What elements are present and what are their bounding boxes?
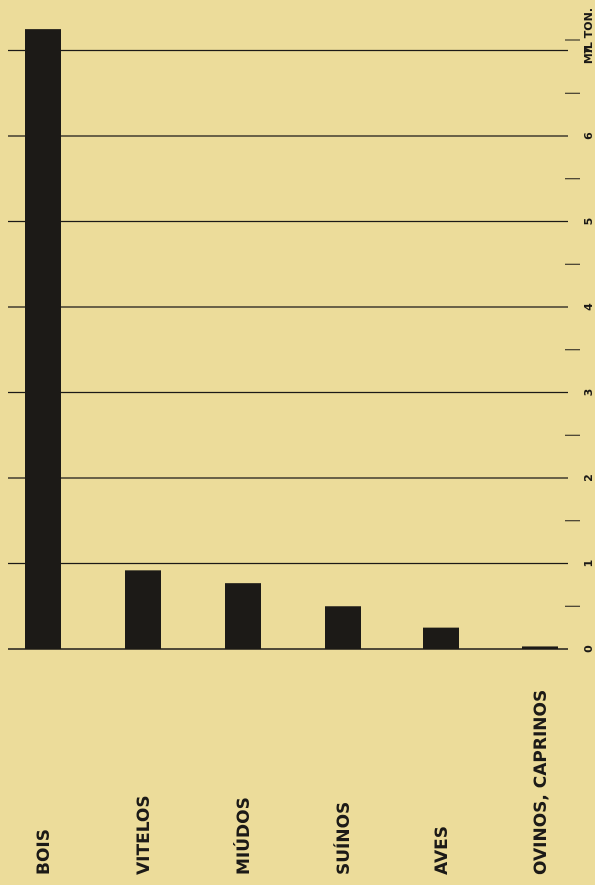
- bar-su-nos: [325, 606, 361, 649]
- category-label: BOIS: [34, 829, 54, 875]
- bar-bois: [25, 29, 61, 649]
- tick-label-0: 0: [582, 645, 595, 653]
- bar-vitelos: [125, 570, 161, 649]
- category-label: VITELOS: [134, 795, 154, 875]
- category-label: AVES: [432, 826, 452, 875]
- tick-label-2: 2: [582, 474, 595, 482]
- category-labels: BOIS VITELOS MIÚDOS SUÍNOS AVES OVINOS, CAPRI…: [34, 690, 551, 875]
- tick-label-7: 7: [582, 47, 595, 55]
- tick-label-6: 6: [582, 132, 595, 140]
- category-label: MIÚDOS: [232, 797, 254, 875]
- category-label: OVINOS, CAPRINOS: [531, 690, 551, 875]
- grid-lines: [8, 39, 580, 607]
- tick-label-5: 5: [582, 218, 595, 226]
- tick-label-3: 3: [582, 389, 595, 397]
- bar-ovinos-caprinos: [522, 646, 558, 649]
- bar-aves: [423, 627, 459, 649]
- tick-label-1: 1: [582, 560, 595, 568]
- unit-label: MIL TON.: [582, 8, 595, 64]
- category-label: SUÍNOS: [332, 802, 354, 875]
- bar-mi-dos: [225, 583, 261, 649]
- tick-label-4: 4: [582, 303, 595, 311]
- bars: [25, 29, 558, 649]
